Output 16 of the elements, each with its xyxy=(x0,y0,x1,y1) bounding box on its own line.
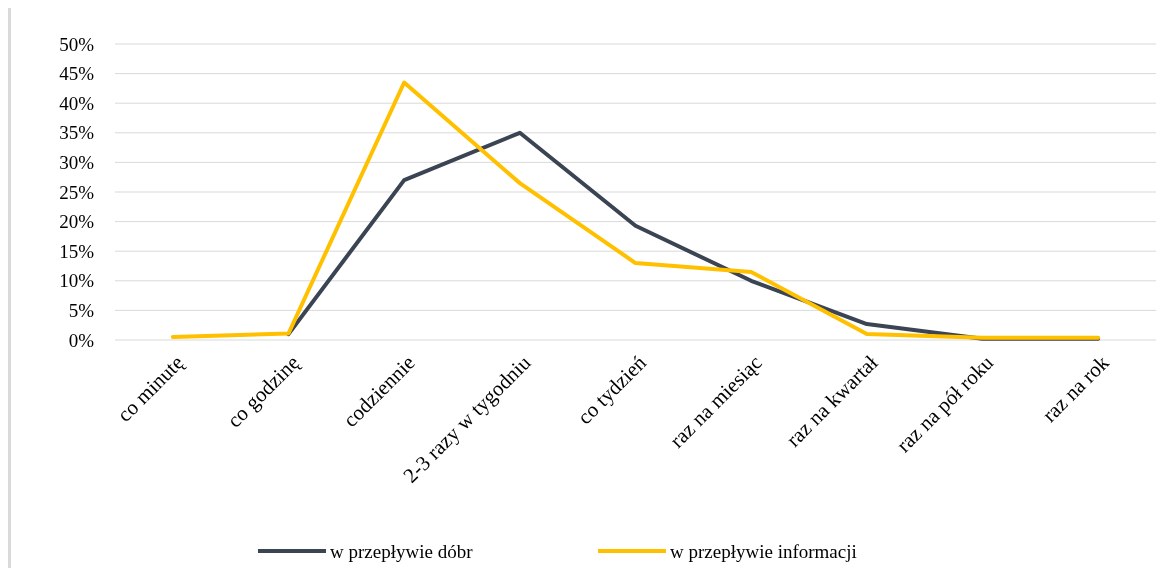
line-series xyxy=(170,80,1101,340)
y-tick-label: 50% xyxy=(59,33,95,55)
legend-label: w przepływie dóbr xyxy=(330,540,474,562)
y-tick-label: 5% xyxy=(68,300,95,322)
y-tick-label: 25% xyxy=(59,181,95,203)
y-tick-label: 0% xyxy=(68,329,95,351)
y-tick-label: 45% xyxy=(59,63,95,85)
y-tick-label: 30% xyxy=(59,152,95,174)
y-tick-label: 40% xyxy=(59,92,95,114)
x-tick-label: raz na rok xyxy=(1037,350,1115,427)
y-tick-label: 10% xyxy=(59,270,95,292)
legend-label: w przepływie informacji xyxy=(670,540,857,562)
x-tick-label: raz na pół roku xyxy=(891,350,999,458)
y-tick-label: 20% xyxy=(59,211,95,233)
y-tick-label: 35% xyxy=(59,122,95,144)
y-tick-label: 15% xyxy=(59,240,95,262)
